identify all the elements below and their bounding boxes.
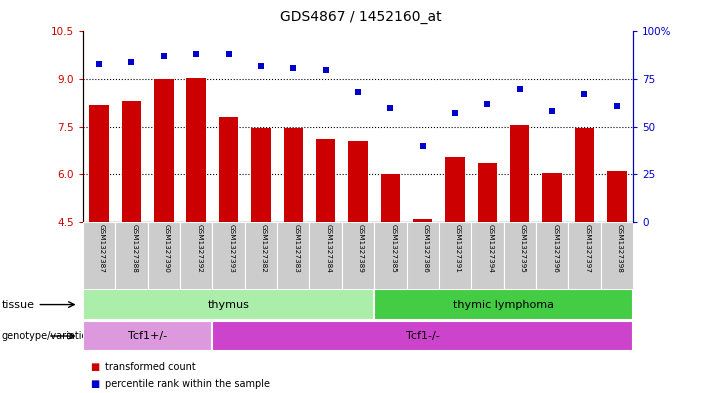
Bar xyxy=(439,222,472,291)
Point xyxy=(514,85,526,92)
Text: thymus: thymus xyxy=(208,299,249,310)
Bar xyxy=(283,129,303,222)
Bar xyxy=(478,163,497,222)
Point xyxy=(190,51,202,57)
Text: percentile rank within the sample: percentile rank within the sample xyxy=(105,379,270,389)
Bar xyxy=(115,222,148,291)
Bar xyxy=(122,101,141,222)
Bar xyxy=(575,129,594,222)
Bar xyxy=(83,321,213,351)
Text: GSM1327393: GSM1327393 xyxy=(229,224,234,273)
Text: transformed count: transformed count xyxy=(105,362,195,373)
Text: GSM1327396: GSM1327396 xyxy=(552,224,558,273)
Text: tissue: tissue xyxy=(1,299,74,310)
Text: Tcf1+/-: Tcf1+/- xyxy=(128,331,167,341)
Point xyxy=(579,91,590,97)
Bar xyxy=(83,222,115,291)
Text: GSM1327390: GSM1327390 xyxy=(164,224,170,273)
Bar xyxy=(277,222,309,291)
Bar xyxy=(180,222,213,291)
Text: GSM1327394: GSM1327394 xyxy=(487,224,493,273)
Text: GSM1327383: GSM1327383 xyxy=(293,224,299,273)
Point xyxy=(255,62,267,69)
Bar xyxy=(83,290,374,320)
Bar xyxy=(374,290,633,320)
Bar xyxy=(568,222,601,291)
Bar xyxy=(446,157,465,222)
Point xyxy=(320,66,332,73)
Point xyxy=(417,143,428,149)
Text: GSM1327387: GSM1327387 xyxy=(99,224,105,273)
Point xyxy=(288,64,299,71)
Text: GSM1327391: GSM1327391 xyxy=(455,224,461,273)
Text: GSM1327398: GSM1327398 xyxy=(617,224,623,273)
Text: GSM1327385: GSM1327385 xyxy=(390,224,397,273)
Bar xyxy=(413,219,433,222)
Bar xyxy=(244,222,277,291)
Bar xyxy=(213,321,633,351)
Text: genotype/variation: genotype/variation xyxy=(1,331,94,341)
Bar xyxy=(348,141,368,222)
Bar xyxy=(374,222,407,291)
Text: GSM1327397: GSM1327397 xyxy=(585,224,590,273)
Text: GDS4867 / 1452160_at: GDS4867 / 1452160_at xyxy=(280,10,441,24)
Text: GSM1327384: GSM1327384 xyxy=(326,224,332,273)
Bar xyxy=(316,140,335,222)
Point xyxy=(93,61,105,67)
Bar xyxy=(407,222,439,291)
Bar xyxy=(309,222,342,291)
Bar xyxy=(187,77,206,222)
Point xyxy=(158,53,169,59)
Text: ■: ■ xyxy=(90,379,99,389)
Bar xyxy=(251,129,270,222)
Bar xyxy=(601,222,633,291)
Text: GSM1327382: GSM1327382 xyxy=(261,224,267,273)
Text: GSM1327389: GSM1327389 xyxy=(358,224,364,273)
Bar xyxy=(381,174,400,222)
Point xyxy=(125,59,137,65)
Text: GSM1327386: GSM1327386 xyxy=(423,224,429,273)
Bar xyxy=(213,222,244,291)
Point xyxy=(223,51,234,57)
Text: GSM1327395: GSM1327395 xyxy=(520,224,526,273)
Point xyxy=(449,110,461,117)
Bar xyxy=(472,222,503,291)
Point xyxy=(384,105,396,111)
Bar xyxy=(154,79,174,222)
Point xyxy=(482,101,493,107)
Bar xyxy=(148,222,180,291)
Bar xyxy=(607,171,627,222)
Bar xyxy=(536,222,568,291)
Text: thymic lymphoma: thymic lymphoma xyxy=(453,299,554,310)
Point xyxy=(611,103,623,109)
Bar xyxy=(219,117,238,222)
Bar xyxy=(542,173,562,222)
Bar xyxy=(342,222,374,291)
Bar xyxy=(510,125,529,222)
Bar xyxy=(89,105,109,222)
Point xyxy=(547,108,558,115)
Text: GSM1327392: GSM1327392 xyxy=(196,224,202,273)
Point xyxy=(353,89,364,95)
Bar xyxy=(503,222,536,291)
Text: GSM1327388: GSM1327388 xyxy=(131,224,138,273)
Text: ■: ■ xyxy=(90,362,99,373)
Text: Tcf1-/-: Tcf1-/- xyxy=(406,331,440,341)
